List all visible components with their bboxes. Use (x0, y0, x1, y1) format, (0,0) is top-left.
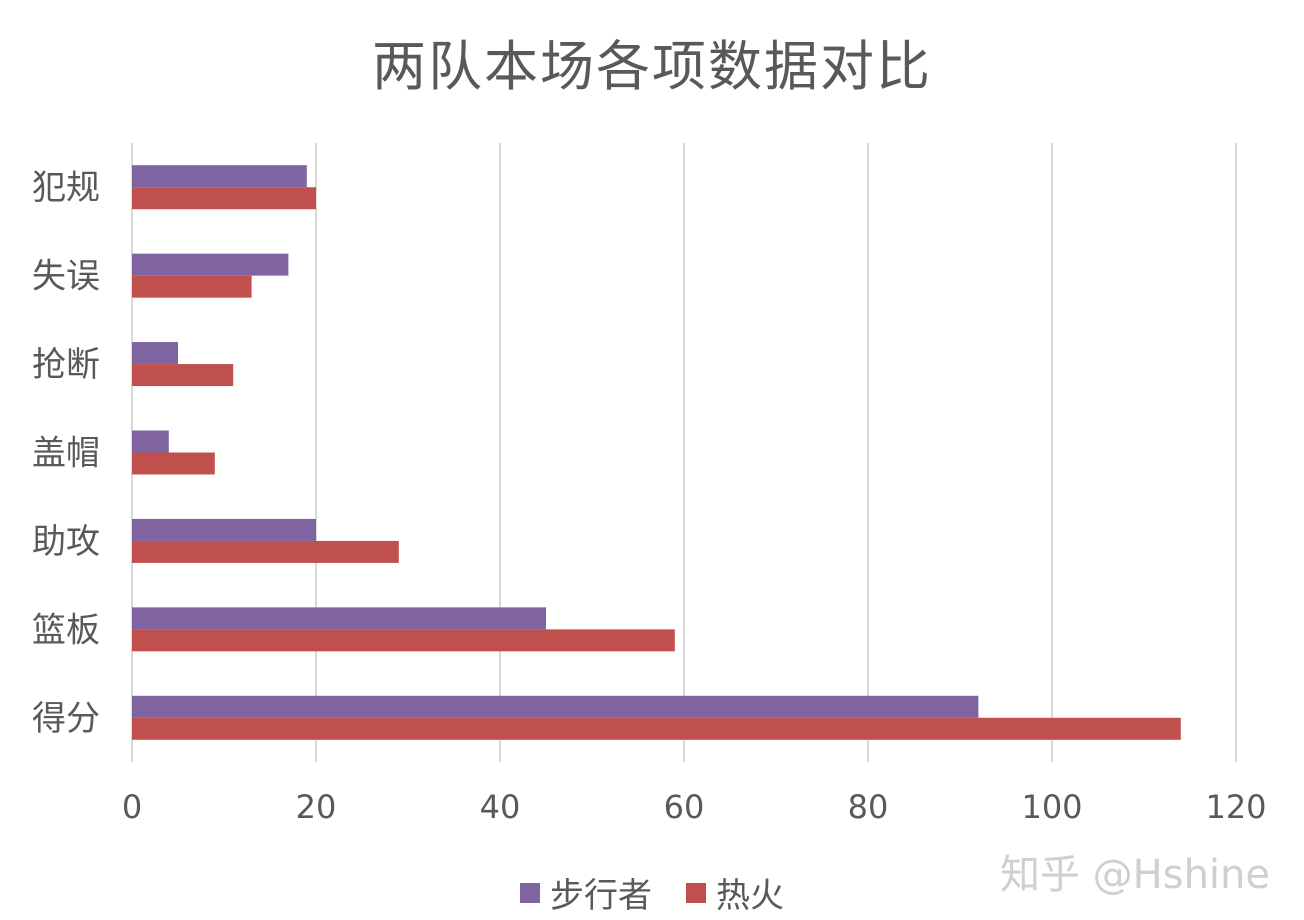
legend: 步行者 热火 (0, 868, 1304, 917)
bar-series-0 (132, 253, 289, 276)
bar-series-1 (132, 364, 234, 387)
category-label: 得分 (32, 699, 100, 739)
bar-series-0 (132, 342, 178, 365)
bar-series-1 (132, 452, 215, 475)
gridlines (131, 143, 1237, 762)
category-label: 抢断 (32, 345, 100, 385)
x-tick-label-20: 20 (296, 788, 337, 826)
x-tick-label-100: 100 (1021, 788, 1082, 826)
bar-series-0 (132, 518, 316, 541)
bar-series-1 (132, 540, 399, 563)
legend-item-series-1: 热火 (686, 868, 784, 917)
bar-series-0 (132, 695, 979, 718)
category-label: 失误 (32, 257, 100, 297)
chart-title: 两队本场各项数据对比 (372, 35, 932, 98)
bar-series-1 (132, 275, 252, 298)
bar-series-1 (132, 717, 1181, 740)
x-tick-label-0: 0 (122, 788, 142, 826)
legend-label-series-0: 步行者 (550, 876, 652, 916)
category-label: 盖帽 (32, 434, 100, 474)
bar-series-0 (132, 430, 169, 453)
bar-series-0 (132, 607, 546, 630)
category-label: 篮板 (32, 610, 100, 650)
legend-swatch-series-1 (686, 882, 706, 903)
bar-series-0 (132, 165, 307, 188)
bar-series-1 (132, 629, 675, 652)
category-label: 助攻 (32, 522, 100, 562)
x-tick-labels: 0 20 40 60 80 100 120 (122, 788, 1267, 826)
bars (132, 165, 1181, 740)
x-tick-label-60: 60 (664, 788, 705, 826)
watermark: 知乎 @Hshine (999, 852, 1270, 898)
x-tick-label-120: 120 (1205, 788, 1266, 826)
legend-label-series-1: 热火 (716, 876, 784, 916)
legend-item-series-0: 步行者 (520, 868, 652, 917)
x-tick-label-80: 80 (848, 788, 889, 826)
legend-swatch-series-0 (520, 882, 540, 903)
bar-series-1 (132, 187, 316, 210)
x-tick-label-40: 40 (480, 788, 521, 826)
category-label: 犯规 (32, 168, 100, 208)
